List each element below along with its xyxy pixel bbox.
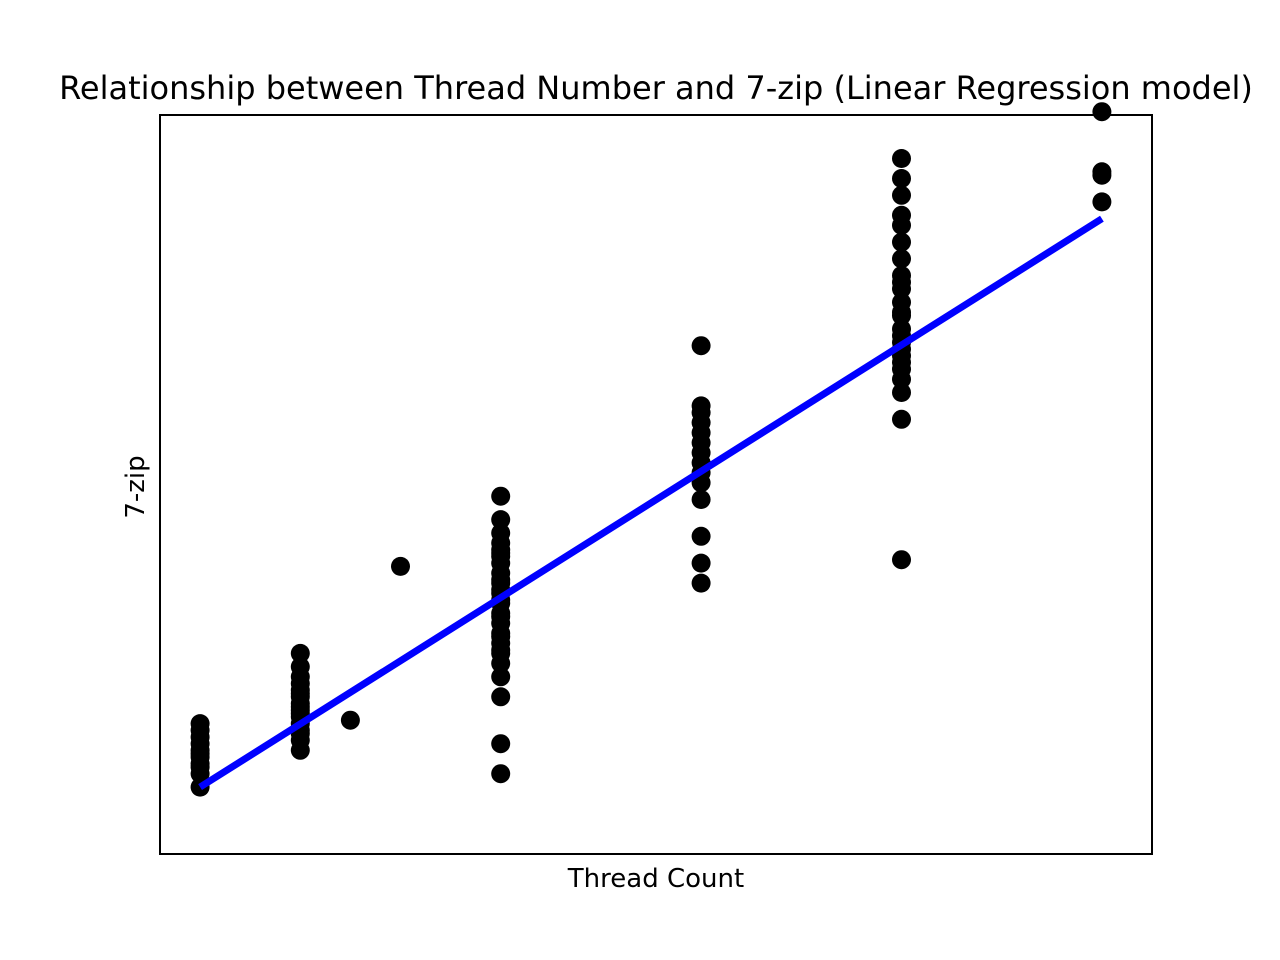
x-axis-label: Thread Count xyxy=(567,864,744,894)
y-axis-label: 7-zip xyxy=(121,455,151,518)
data-point xyxy=(190,744,210,764)
data-point xyxy=(491,734,511,754)
data-point xyxy=(691,553,711,573)
data-point xyxy=(892,149,911,168)
data-point xyxy=(491,607,511,627)
data-point xyxy=(892,272,911,292)
data-point xyxy=(691,573,711,593)
data-point xyxy=(190,714,210,734)
data-point xyxy=(1092,162,1112,182)
data-point xyxy=(491,486,511,506)
data-point xyxy=(691,526,711,546)
data-point xyxy=(892,232,911,252)
data-point xyxy=(491,523,511,543)
data-point xyxy=(491,640,511,660)
data-point xyxy=(290,643,310,663)
data-point xyxy=(892,169,911,188)
data-point xyxy=(691,396,711,416)
data-point xyxy=(491,687,511,707)
data-point xyxy=(491,510,511,530)
data-point xyxy=(892,185,911,205)
data-point xyxy=(691,490,711,509)
regression-line xyxy=(198,215,1104,791)
data-point xyxy=(892,383,911,402)
axes-frame xyxy=(159,114,1153,855)
data-point xyxy=(892,352,911,372)
data-point xyxy=(892,205,911,225)
data-point xyxy=(1092,102,1112,122)
data-point xyxy=(340,710,360,730)
data-point xyxy=(491,540,511,560)
data-point xyxy=(290,684,310,703)
data-point xyxy=(1092,192,1112,212)
data-point xyxy=(491,570,511,590)
plot-layer xyxy=(190,102,1112,797)
data-point xyxy=(190,757,210,777)
chart-title: Relationship between Thread Number and 7… xyxy=(59,69,1253,107)
data-point xyxy=(892,249,911,269)
data-point xyxy=(290,657,310,677)
data-point xyxy=(391,556,410,576)
data-point xyxy=(892,409,911,429)
data-point xyxy=(491,764,511,784)
data-point xyxy=(892,302,911,322)
data-point xyxy=(491,667,511,687)
data-point xyxy=(491,627,511,647)
data-point xyxy=(691,336,711,356)
data-point xyxy=(892,550,911,570)
